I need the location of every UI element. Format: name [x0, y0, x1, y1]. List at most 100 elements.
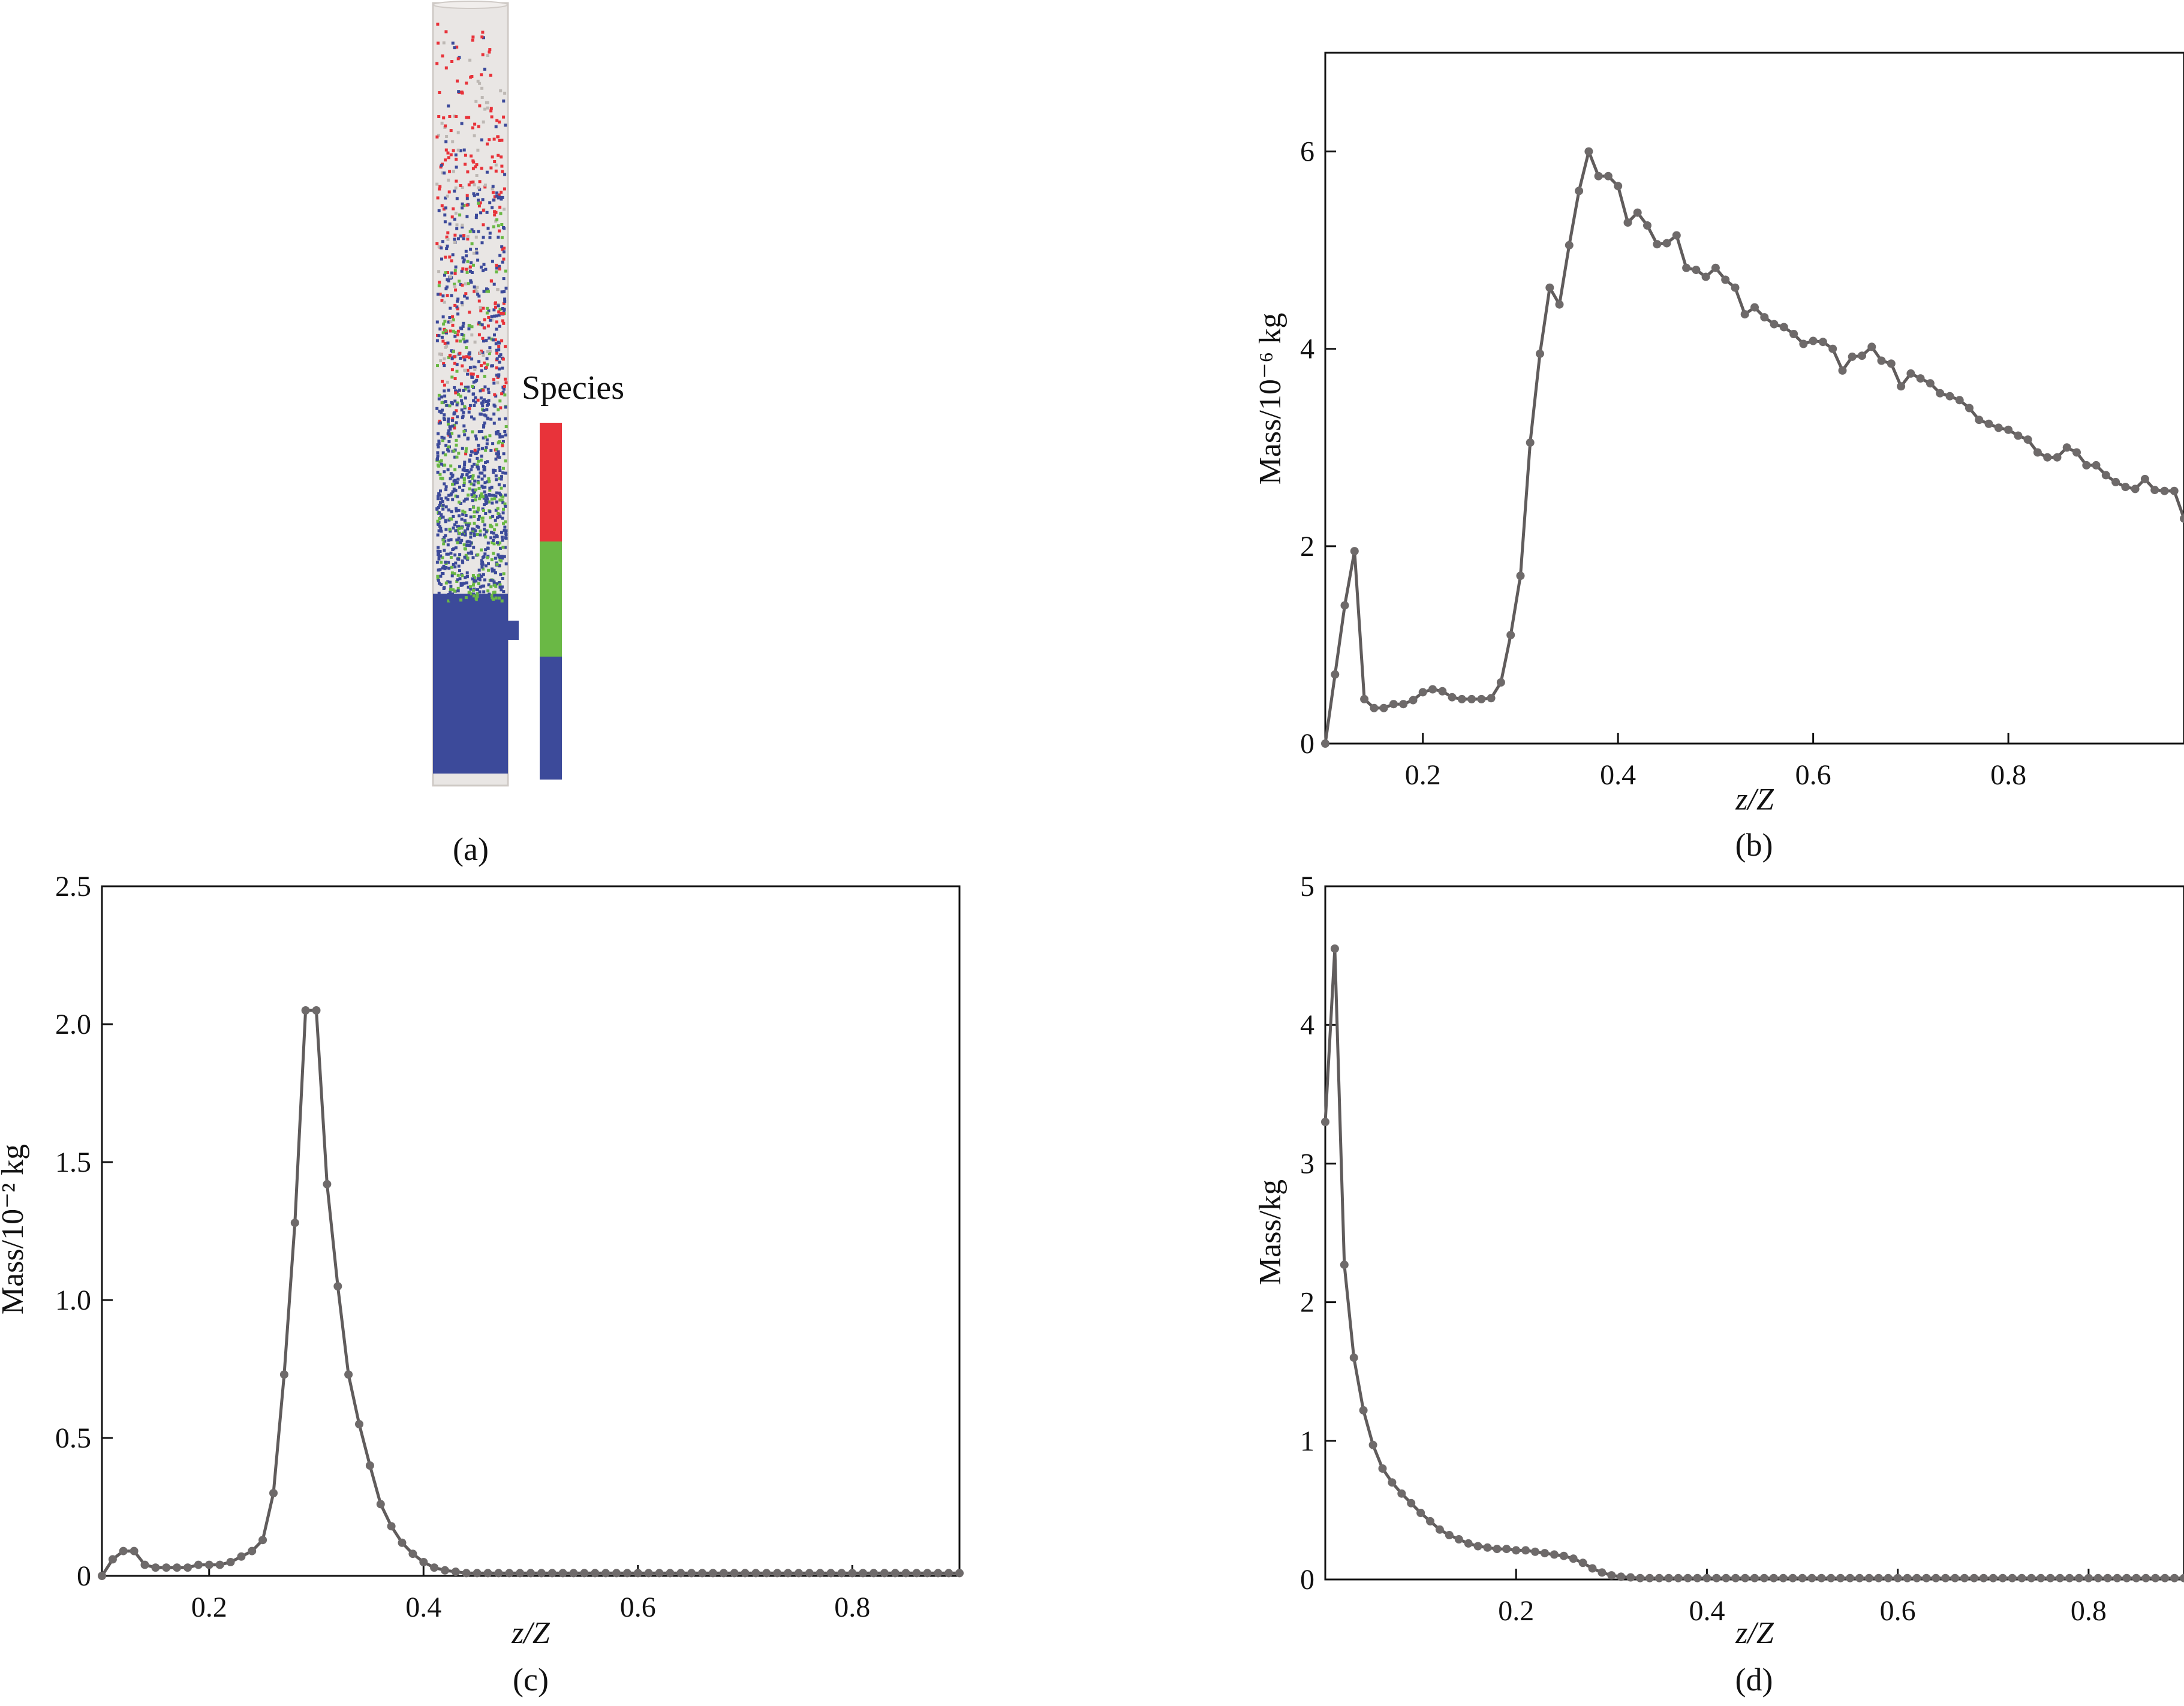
- data-point: [2017, 1573, 2026, 1582]
- particle: [458, 500, 461, 504]
- particle: [483, 533, 486, 537]
- particle: [501, 319, 504, 323]
- particle: [486, 541, 490, 545]
- data-point: [923, 1569, 932, 1578]
- particle: [440, 164, 443, 167]
- particle: [456, 573, 460, 577]
- particle: [440, 513, 443, 516]
- particle: [471, 574, 475, 577]
- y-tick-label: 0: [1300, 728, 1314, 760]
- particle: [476, 533, 479, 536]
- particle: [445, 331, 448, 335]
- particle: [450, 574, 454, 577]
- particle: [479, 495, 483, 499]
- particle: [479, 585, 482, 589]
- particle: [492, 552, 495, 555]
- particle: [453, 565, 457, 568]
- particle: [468, 407, 471, 410]
- particle: [452, 588, 455, 592]
- particle: [473, 290, 476, 293]
- particle: [437, 445, 440, 449]
- particle: [436, 549, 440, 553]
- data-point: [1789, 330, 1798, 338]
- particle: [492, 308, 496, 312]
- particle: [472, 192, 476, 195]
- x-tick-label: 0.4: [1689, 1595, 1725, 1627]
- particle: [444, 66, 448, 70]
- particle: [447, 422, 450, 426]
- particle: [455, 369, 459, 373]
- particle: [482, 223, 485, 227]
- particle: [451, 41, 455, 45]
- particle: [457, 90, 461, 94]
- particle: [477, 430, 481, 434]
- particle: [453, 303, 457, 307]
- particle: [455, 507, 458, 510]
- particle: [467, 282, 470, 285]
- particle: [492, 422, 496, 425]
- particle: [466, 237, 470, 241]
- data-point: [784, 1569, 792, 1578]
- particle: [493, 393, 497, 396]
- particle: [503, 525, 507, 529]
- particle: [447, 494, 451, 497]
- particle: [498, 206, 502, 209]
- data-point: [183, 1563, 192, 1572]
- data-point: [751, 1569, 760, 1578]
- particle: [449, 477, 452, 480]
- particle: [464, 497, 468, 501]
- particle: [443, 357, 446, 360]
- particle: [465, 355, 468, 359]
- particle: [452, 482, 456, 486]
- particle: [456, 528, 459, 532]
- data-point: [1559, 1551, 1568, 1560]
- data-point: [1818, 338, 1827, 347]
- particle: [444, 196, 447, 200]
- particle: [485, 438, 489, 442]
- particle: [435, 182, 439, 186]
- data-point: [1550, 1550, 1559, 1559]
- particle: [493, 210, 497, 213]
- particle: [476, 577, 480, 580]
- particle: [467, 183, 471, 186]
- data-point: [1855, 1573, 1864, 1582]
- particle: [439, 554, 443, 558]
- particle: [480, 350, 483, 353]
- particle: [451, 425, 455, 428]
- data-point: [1827, 1573, 1836, 1582]
- particle: [445, 235, 449, 239]
- data-point: [1435, 1525, 1444, 1534]
- particle: [451, 140, 455, 143]
- particle: [473, 340, 477, 344]
- particle: [497, 373, 501, 377]
- particle: [479, 533, 482, 537]
- particle: [441, 54, 444, 58]
- data-point: [826, 1569, 835, 1578]
- particle: [461, 206, 464, 210]
- particle: [493, 314, 496, 318]
- particle: [468, 487, 471, 491]
- y-tick-label: 1.0: [55, 1284, 91, 1316]
- particle: [497, 408, 500, 411]
- data-point: [1389, 700, 1398, 709]
- particle: [455, 403, 459, 407]
- particle: [472, 230, 476, 233]
- data-point: [2046, 1573, 2055, 1582]
- data-point: [1759, 1573, 1768, 1582]
- particle: [498, 399, 502, 403]
- particle: [480, 585, 484, 588]
- particle: [485, 311, 489, 315]
- particle: [449, 428, 452, 431]
- particle: [451, 490, 455, 494]
- particle: [444, 140, 448, 143]
- particle: [497, 224, 500, 228]
- particle: [463, 294, 467, 298]
- particle: [439, 526, 443, 530]
- particle: [462, 429, 466, 433]
- particle: [498, 229, 501, 233]
- particle: [480, 86, 484, 90]
- particle: [437, 523, 440, 526]
- particle: [493, 535, 497, 539]
- data-point: [1370, 703, 1379, 712]
- data-point: [1331, 670, 1340, 679]
